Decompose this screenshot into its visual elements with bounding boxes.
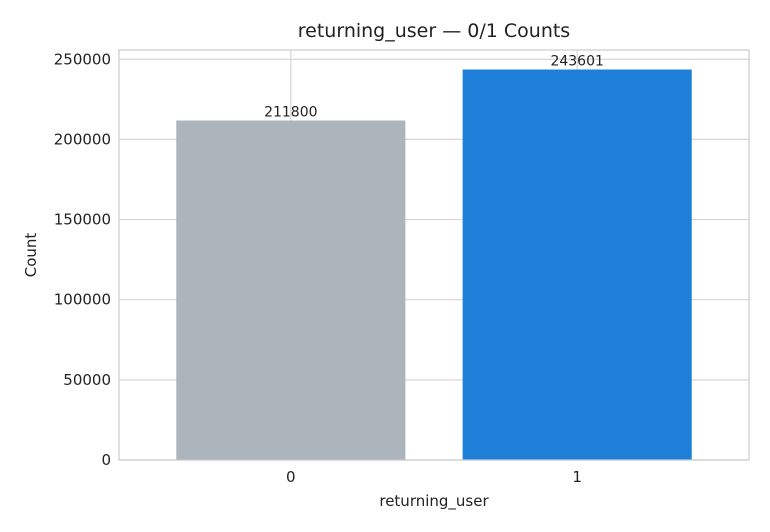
y-tick-label: 200000 — [54, 130, 111, 148]
bars — [176, 69, 692, 460]
y-tick-label: 250000 — [54, 50, 111, 68]
bar-1 — [462, 69, 692, 460]
chart-title: returning_user — 0/1 Counts — [298, 20, 570, 42]
x-tick-label: 0 — [286, 468, 296, 486]
bar-0 — [176, 120, 406, 460]
plot-frame — [118, 49, 750, 461]
x-tick-label: 1 — [572, 468, 582, 486]
data-label: 243601 — [550, 54, 603, 70]
y-axis-ticks: 0 50000 100000 150000 200000 250000 — [54, 50, 111, 469]
data-labels: 211800 243601 — [264, 54, 604, 121]
data-label: 211800 — [264, 104, 317, 120]
x-axis-label: returning_user — [379, 492, 489, 511]
y-axis-label: Count — [22, 233, 40, 278]
y-tick-label: 0 — [101, 451, 111, 469]
y-tick-label: 100000 — [54, 291, 111, 309]
y-tick-label: 50000 — [63, 371, 111, 389]
y-tick-label: 150000 — [54, 211, 111, 229]
